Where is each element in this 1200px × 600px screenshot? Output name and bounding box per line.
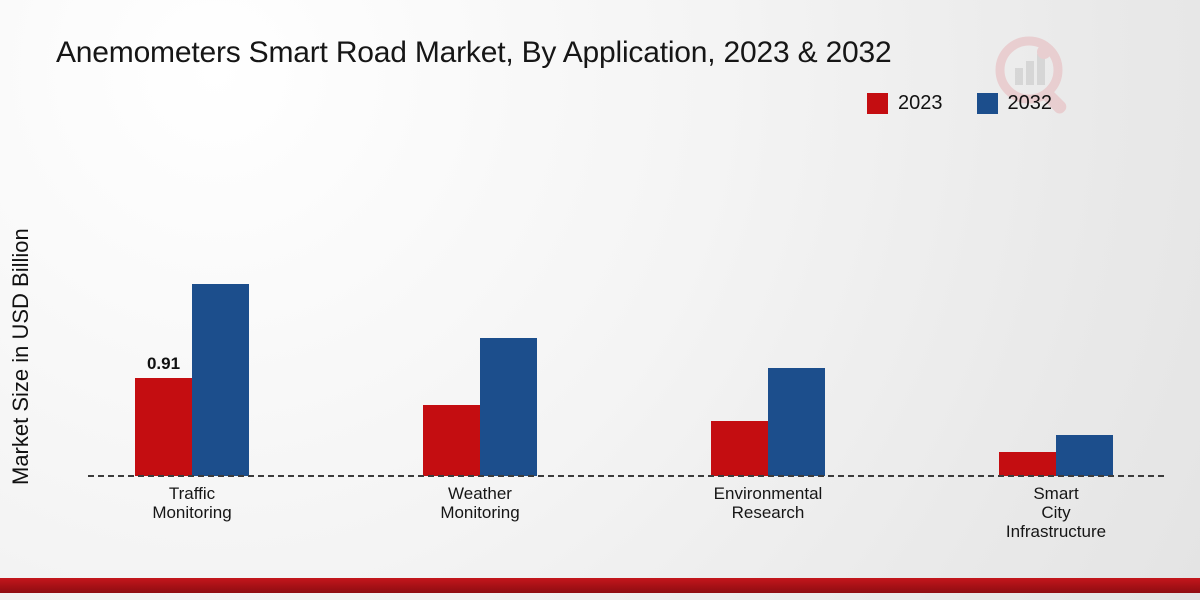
x-axis-line bbox=[88, 475, 1164, 477]
y-axis-label: Market Size in USD Billion bbox=[8, 228, 33, 486]
category-labels: Traffic Monitoring Weather Monitoring Envi… bbox=[48, 484, 1200, 541]
category-label: Weather Monitoring bbox=[440, 484, 520, 523]
legend: 2023 2032 bbox=[867, 92, 1052, 115]
category-label: Smart City Infrastructure bbox=[1005, 484, 1107, 542]
plot-area: 0.91 bbox=[48, 0, 1200, 476]
legend-item-2023: 2023 bbox=[867, 92, 943, 115]
legend-label: 2023 bbox=[898, 92, 943, 114]
bar-value-label: 0.91 bbox=[146, 354, 181, 373]
bar-2032-weather-monitoring bbox=[480, 338, 537, 476]
legend-swatch bbox=[867, 93, 888, 114]
bar-2032-smart-city-infrastructure bbox=[1056, 435, 1113, 476]
category-label: Traffic Monitoring bbox=[152, 484, 232, 523]
bar-2023-weather-monitoring bbox=[423, 405, 480, 476]
bar-2023-environmental-research bbox=[711, 421, 768, 476]
legend-swatch bbox=[976, 93, 998, 114]
chart-title: Anemometers Smart Road Market, By Applic… bbox=[56, 36, 892, 69]
bar-2023-traffic-monitoring: 0.91 bbox=[135, 354, 192, 476]
bar-2023-smart-city-infrastructure bbox=[999, 452, 1056, 476]
footer-bar bbox=[0, 578, 1200, 593]
bar-2032-environmental-research bbox=[768, 368, 825, 476]
watermark-logo bbox=[995, 36, 1067, 114]
category-label: Environmental Research bbox=[713, 484, 823, 523]
bar-group bbox=[912, 435, 1200, 476]
bar-group bbox=[336, 338, 624, 476]
bar-2032-traffic-monitoring bbox=[192, 284, 249, 476]
legend-item-2032: 2032 bbox=[976, 92, 1053, 115]
legend-label: 2032 bbox=[1007, 92, 1053, 114]
bar-group: 0.91 bbox=[48, 284, 336, 476]
bar-group bbox=[624, 368, 912, 476]
